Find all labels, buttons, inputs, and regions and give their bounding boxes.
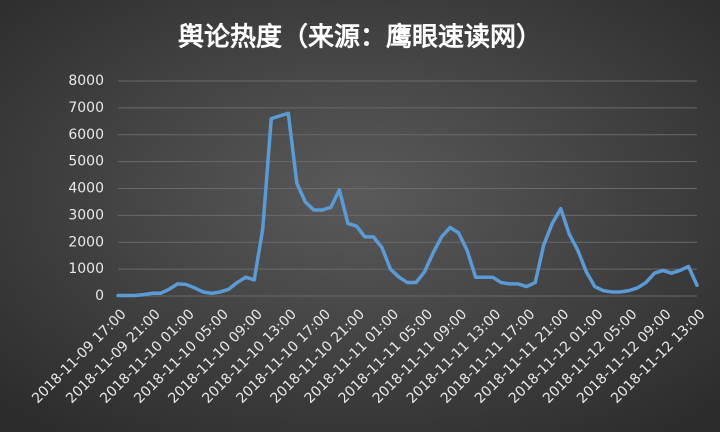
- y-tick-label: 5000: [68, 154, 104, 170]
- y-tick-label: 8000: [68, 73, 104, 89]
- data-line: [116, 111, 699, 298]
- chart-title: 舆论热度（来源：鹰眼速读网）: [178, 22, 542, 53]
- y-tick-label: 6000: [68, 127, 104, 143]
- y-tick-label: 1000: [68, 261, 104, 277]
- y-tick-label: 4000: [68, 181, 104, 197]
- y-tick-label: 3000: [68, 207, 104, 223]
- y-tick-label: 0: [95, 288, 104, 304]
- y-tick-label: 2000: [68, 234, 104, 250]
- y-tick-label: 7000: [68, 100, 104, 116]
